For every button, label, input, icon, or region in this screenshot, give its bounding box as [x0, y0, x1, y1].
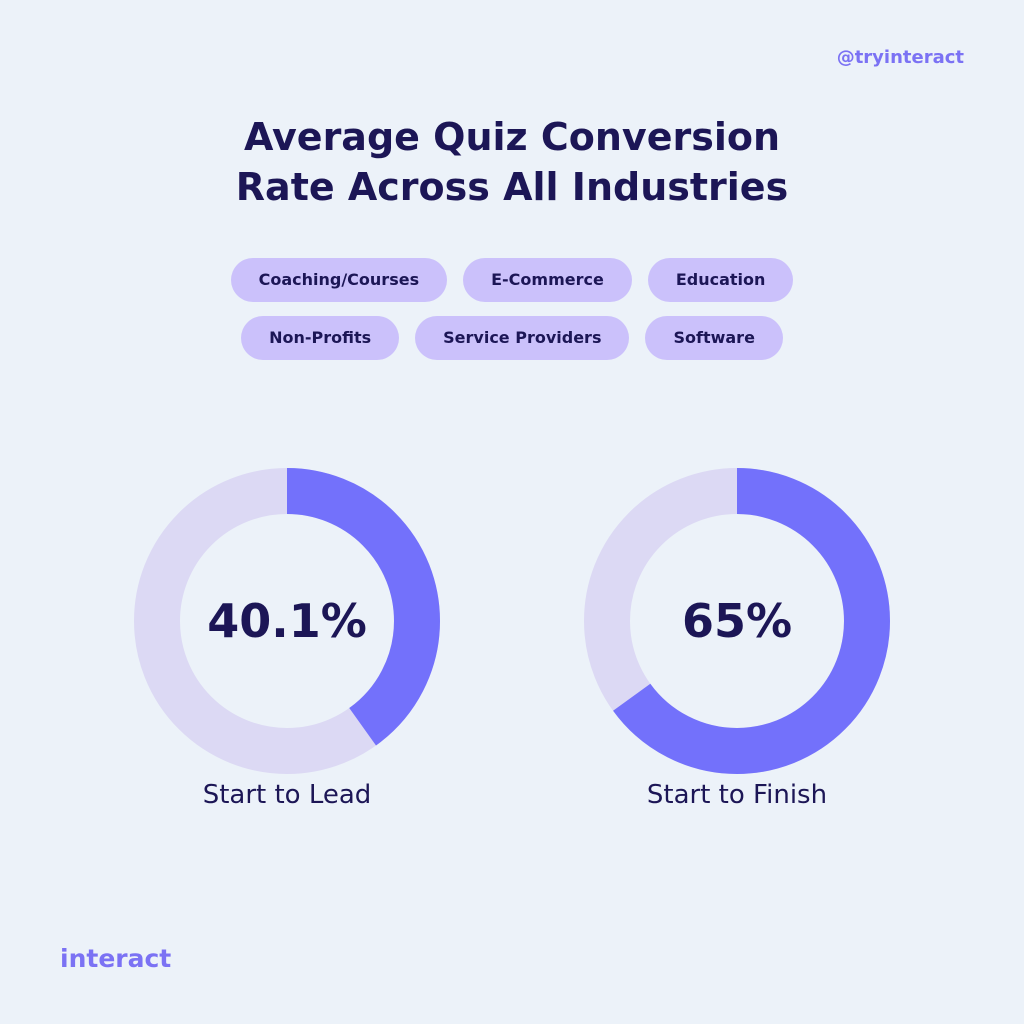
- donut-label-1: Start to Lead: [202, 780, 372, 810]
- tag-e-commerce: E-Commerce: [463, 258, 632, 302]
- donut-start-to-lead: 40.1% Start to Lead: [132, 466, 442, 810]
- title-line-2: Rate Across All Industries: [235, 165, 789, 209]
- tag-software: Software: [645, 316, 783, 360]
- donut-value-arc-2: [584, 468, 890, 774]
- donut-value-2: 65%: [681, 594, 793, 648]
- donut-start-to-finish: 65% Start to Finish: [582, 466, 892, 810]
- page-title: Average Quiz Conversion Rate Across All …: [0, 112, 1024, 212]
- donut-chart-1: [134, 468, 440, 774]
- tag-non-profits: Non-Profits: [241, 316, 400, 360]
- donut-value-1: 40.1%: [207, 594, 367, 648]
- title-line-1: Average Quiz Conversion: [243, 115, 781, 159]
- tag-service-providers: Service Providers: [415, 316, 630, 360]
- donut-label-2: Start to Finish: [646, 780, 828, 810]
- social-handle[interactable]: @tryinteract: [836, 47, 964, 68]
- donut-value-arc-1: [134, 468, 440, 774]
- industry-tags-row-2: Non-Profits Service Providers Software: [0, 316, 1024, 360]
- tag-education: Education: [647, 258, 794, 302]
- tag-coaching-courses: Coaching/Courses: [230, 258, 448, 302]
- brand-logo[interactable]: interact: [60, 944, 172, 973]
- industry-tags-row-1: Coaching/Courses E-Commerce Education: [0, 258, 1024, 302]
- donut-chart-2: [584, 468, 890, 774]
